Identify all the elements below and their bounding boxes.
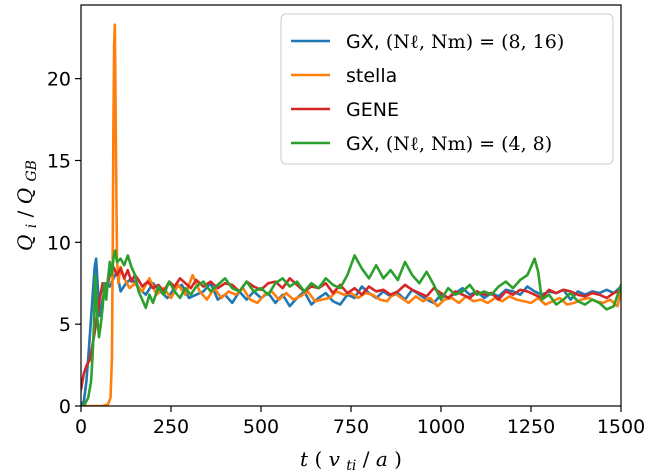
y-axis-label-slash: /: [13, 210, 37, 217]
ticks-layer: 0 250 500 750 1000 1250 1500 0 5 10 15 20: [47, 69, 645, 438]
x-axis-label-sub: ti: [346, 458, 356, 474]
y-axis-label-sub-gb: GB: [24, 160, 40, 181]
legend-label-name: GX,: [346, 31, 386, 53]
legend-label-1: stella: [346, 65, 397, 87]
legend: GX, (Nℓ, Nm) = (8, 16) stella GENE GX, (Nℓ,…: [280, 13, 614, 165]
x-axis-label-open: (: [314, 447, 322, 471]
legend-label-3: GX, (Nℓ, Nm) = (4, 8): [346, 133, 552, 155]
x-tick-label: 500: [243, 416, 279, 438]
x-tick-label: 0: [75, 416, 87, 438]
legend-label-2: GENE: [346, 99, 399, 121]
legend-label-name: GX,: [346, 133, 386, 155]
y-axis-label: Q i / Q GB: [13, 160, 41, 251]
x-axis-label: t ( v ti / a ): [300, 447, 402, 475]
legend-label-name: stella: [346, 65, 397, 87]
x-axis-label-a: a: [376, 447, 388, 471]
legend-label-math: (Nℓ, Nm) = (8, 16): [386, 31, 564, 53]
y-tick-label: 15: [47, 150, 71, 172]
legend-box: [280, 13, 614, 165]
x-axis-label-var: t: [300, 447, 309, 471]
x-tick-label: 1000: [417, 416, 465, 438]
x-tick-label: 1500: [597, 416, 645, 438]
y-axis-label-q2: Q: [13, 188, 37, 204]
y-tick-label: 20: [47, 69, 71, 91]
x-tick-label: 250: [153, 416, 189, 438]
x-axis-label-slash: /: [363, 447, 370, 471]
y-tick-label: 5: [59, 314, 71, 336]
series-layer: [81, 23, 621, 406]
y-tick-label: 0: [59, 396, 71, 418]
series-line-0: [81, 257, 621, 406]
y-axis-label-sub-i: i: [24, 224, 40, 228]
x-tick-label: 1250: [507, 416, 555, 438]
x-axis-label-v: v: [329, 447, 341, 471]
legend-label-math: (Nℓ, Nm) = (4, 8): [386, 133, 552, 155]
legend-label-name: GENE: [346, 99, 399, 121]
y-axis-label-q: Q: [13, 235, 37, 251]
series-line-3: [81, 249, 621, 406]
x-axis-label-close: ): [394, 447, 402, 471]
y-tick-label: 10: [47, 232, 71, 254]
x-tick-label: 750: [333, 416, 369, 438]
legend-label-0: GX, (Nℓ, Nm) = (8, 16): [346, 31, 564, 53]
